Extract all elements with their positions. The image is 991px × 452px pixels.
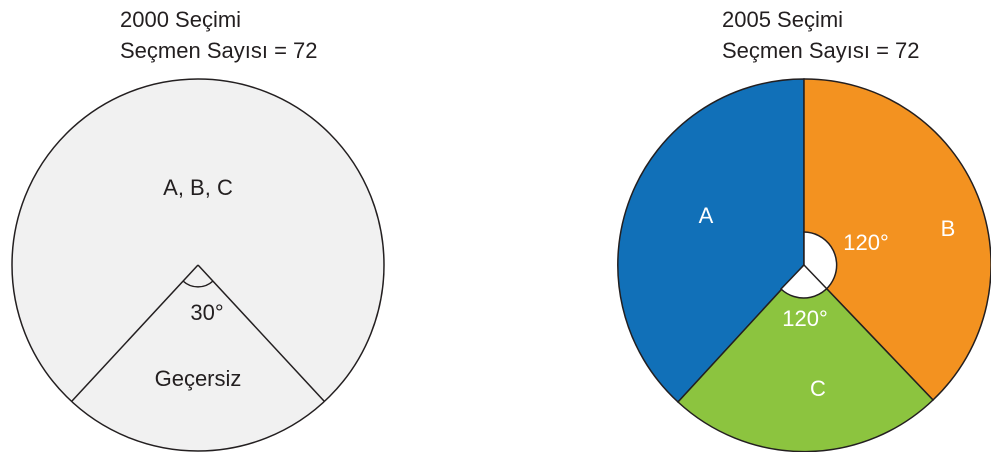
slice-label: B: [941, 216, 956, 241]
subtitle: Seçmen Sayısı = 72: [722, 38, 920, 63]
pie-2000: 2000 Seçimi Seçmen Sayısı = 72 A, B, C 3…: [11, 7, 385, 452]
pie-2005: 2005 Seçimi Seçmen Sayısı = 72 A B C 120…: [617, 7, 991, 452]
slice-label: A, B, C: [163, 175, 233, 200]
slice-edge: [803, 264, 828, 290]
slice-label: A: [699, 203, 714, 228]
angle-label: 30°: [190, 300, 223, 325]
angle-label: 120°: [782, 306, 828, 331]
subtitle: Seçmen Sayısı = 72: [120, 38, 318, 63]
title: 2005 Seçimi: [722, 7, 843, 32]
slice-edge: [197, 264, 325, 402]
slice-a: [617, 78, 805, 404]
slice-b: [803, 78, 991, 402]
angle-marker: [779, 231, 838, 299]
slice-edge: [71, 264, 199, 402]
slice-c: [676, 263, 935, 452]
angle-marker: [182, 280, 214, 288]
angle-label: 120°: [843, 230, 889, 255]
slice-label: C: [810, 376, 826, 401]
title: 2000 Seçimi: [120, 7, 241, 32]
slice-label: Geçersiz: [155, 366, 242, 391]
